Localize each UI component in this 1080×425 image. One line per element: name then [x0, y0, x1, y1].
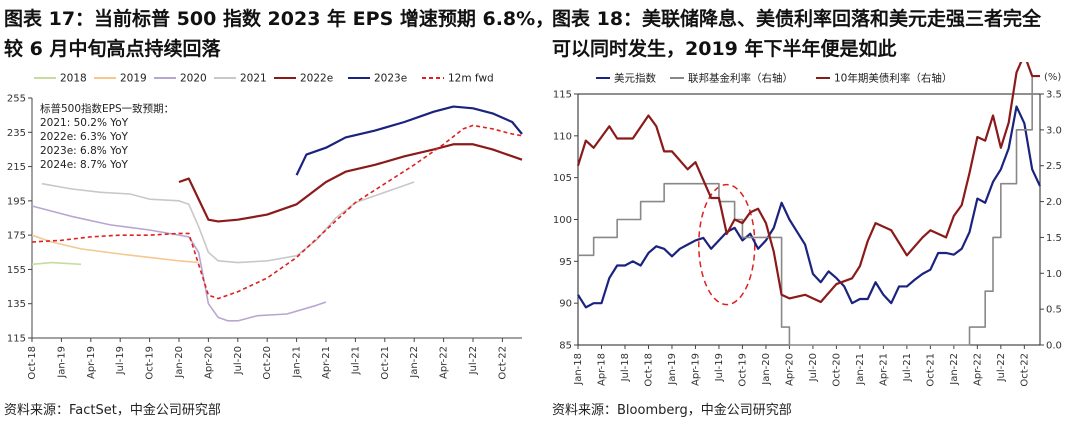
x-tick-label: Jan-19 — [56, 346, 67, 379]
y-tick-label: 195 — [7, 196, 26, 207]
x-tick-label: Jul-21 — [350, 346, 361, 375]
y2-tick-label: 3.5 — [1046, 90, 1062, 101]
eps-annotation-line-2: 2022e: 6.3% YoY — [40, 131, 129, 143]
y-tick-label: 85 — [559, 341, 572, 352]
series-line-4 — [178, 143, 523, 223]
series-line-5 — [295, 105, 523, 176]
y-tick-label: 215 — [7, 162, 26, 173]
x-tick-label: Jul-21 — [902, 353, 913, 382]
x-tick-label: Jan-18 — [573, 353, 584, 386]
x-tick-label: Oct-20 — [262, 346, 273, 380]
right-chart-panel: 图表 18：美联储降息、美债利率回落和美元走强三者完全 可以同时发生，2019 … — [548, 0, 1080, 425]
x-tick-label: Oct-18 — [27, 346, 38, 380]
series-line-1 — [31, 234, 199, 264]
series-line-0 — [31, 261, 82, 266]
y2-tick-label: 0.0 — [1046, 341, 1062, 352]
legend-label-1: 联邦基金利率（右轴） — [688, 72, 793, 85]
x-tick-label: Jul-20 — [233, 346, 244, 375]
y2-tick-label: 2.5 — [1046, 161, 1062, 172]
x-tick-label: Apr-19 — [690, 353, 701, 386]
y-tick-label: 175 — [7, 231, 26, 242]
y-tick-label: 135 — [7, 299, 26, 310]
left-title-line1: 图表 17：当前标普 500 指数 2023 年 EPS 增速预期 6.8%， — [4, 8, 555, 30]
x-tick-label: Oct-18 — [643, 353, 654, 387]
series-line-2 — [31, 205, 327, 322]
x-tick-label: Oct-21 — [380, 346, 391, 380]
x-tick-label: Apr-18 — [596, 353, 607, 386]
y-tick-label: 110 — [553, 131, 572, 142]
x-tick-label: Apr-22 — [972, 353, 983, 386]
eps-annotation-line-3: 2023e: 6.8% YoY — [40, 145, 129, 157]
y-tick-label: 235 — [7, 128, 26, 139]
y-tick-label: 155 — [7, 265, 26, 276]
plot-frame — [577, 93, 1041, 346]
x-tick-label: Oct-22 — [497, 346, 508, 380]
legend-label-3: 2021 — [240, 73, 267, 85]
y-tick-label: 115 — [553, 90, 572, 101]
right-chart-svg: 85 90 95 100 105 110 115 0.0 0.5 1.0 1.5 2.0 2.5 3.0 3… — [553, 62, 1062, 387]
left-chart-title: 图表 17：当前标普 500 指数 2023 年 EPS 增速预期 6.8%， … — [4, 4, 554, 64]
x-tick-label: Oct-21 — [925, 353, 936, 387]
series-line-2 — [576, 62, 1040, 304]
legend-label-2: 10年期美债利率（右轴） — [834, 72, 952, 85]
legend-label-5: 2023e — [374, 73, 407, 85]
x-tick-label: Jan-20 — [174, 346, 185, 379]
y2-tick-label: 1.0 — [1046, 269, 1062, 280]
legend-label-0: 2018 — [60, 73, 87, 85]
y-tick-label: 95 — [559, 257, 572, 268]
legend-label-4: 2022e — [300, 73, 333, 85]
y2-tick-label: 0.5 — [1046, 305, 1062, 316]
series-line-6 — [31, 124, 523, 300]
legend-label-6: 12m fwd — [448, 73, 494, 85]
left-chart-panel: 图表 17：当前标普 500 指数 2023 年 EPS 增速预期 6.8%， … — [4, 8, 554, 418]
x-tick-label: Apr-19 — [86, 346, 97, 379]
y-tick-label: 90 — [559, 299, 572, 310]
x-tick-label: Jul-19 — [115, 346, 126, 375]
right-chart-title: 图表 18：美联储降息、美债利率回落和美元走强三者完全 可以同时发生，2019 … — [552, 4, 1041, 64]
legend-label-2: 2020 — [180, 73, 207, 85]
right-chart-source: 资料来源：Bloomberg，中金公司研究部 — [552, 403, 792, 418]
y-tick-label: 115 — [7, 334, 26, 345]
y-tick-label: 255 — [7, 94, 26, 105]
x-tick-label: Apr-22 — [439, 346, 450, 379]
x-tick-label: Jan-22 — [949, 353, 960, 386]
series-line-1 — [578, 75, 1040, 346]
eps-annotation-line-0: 标普500指数EPS一致预期： — [40, 102, 174, 115]
x-tick-label: Jul-19 — [714, 353, 725, 382]
x-tick-label: Apr-20 — [784, 353, 795, 386]
eps-annotation-line-1: 2021: 50.2% YoY — [40, 117, 129, 129]
x-tick-label: Jul-22 — [996, 353, 1007, 382]
x-tick-label: Oct-19 — [145, 346, 156, 380]
y-tick-label: 105 — [553, 173, 572, 184]
left-chart-source: 资料来源：FactSet，中金公司研究部 — [4, 403, 221, 418]
series-line-0 — [577, 105, 1041, 309]
y2-tick-label: 3.0 — [1046, 125, 1062, 136]
y-tick-label: 100 — [553, 215, 572, 226]
left-title-line2: 较 6 月中旬高点持续回落 — [4, 38, 221, 60]
x-tick-label: Apr-21 — [878, 353, 889, 386]
x-tick-label: Oct-20 — [831, 353, 842, 387]
left-chart-svg: 115 135 155 175 195 215 235 255 Oct-18 Jan-19 Apr-… — [7, 73, 523, 380]
legend-label-0: 美元指数 — [614, 72, 656, 85]
x-tick-label: Jan-19 — [667, 353, 678, 386]
y2-unit-label: (%) — [1044, 72, 1061, 83]
x-tick-label: Jan-21 — [855, 353, 866, 386]
y2-tick-label: 1.5 — [1046, 233, 1062, 244]
legend-label-1: 2019 — [120, 73, 147, 85]
eps-annotation-line-4: 2024e: 8.7% YoY — [40, 159, 129, 171]
x-tick-label: Jan-21 — [292, 346, 303, 379]
x-tick-label: Apr-20 — [203, 346, 214, 379]
x-tick-label: Oct-22 — [1019, 353, 1030, 387]
right-title-line2: 可以同时发生，2019 年下半年便是如此 — [552, 38, 897, 60]
right-title-line1: 图表 18：美联储降息、美债利率回落和美元走强三者完全 — [552, 8, 1042, 30]
x-tick-label: Apr-21 — [321, 346, 332, 379]
x-tick-label: Jan-22 — [409, 346, 420, 379]
x-tick-label: Jan-20 — [761, 353, 772, 386]
y2-tick-label: 2.0 — [1046, 197, 1062, 208]
x-tick-label: Jul-20 — [808, 353, 819, 382]
x-tick-label: Jul-22 — [468, 346, 479, 375]
x-tick-label: Oct-19 — [737, 353, 748, 387]
x-tick-label: Jul-18 — [620, 353, 631, 382]
